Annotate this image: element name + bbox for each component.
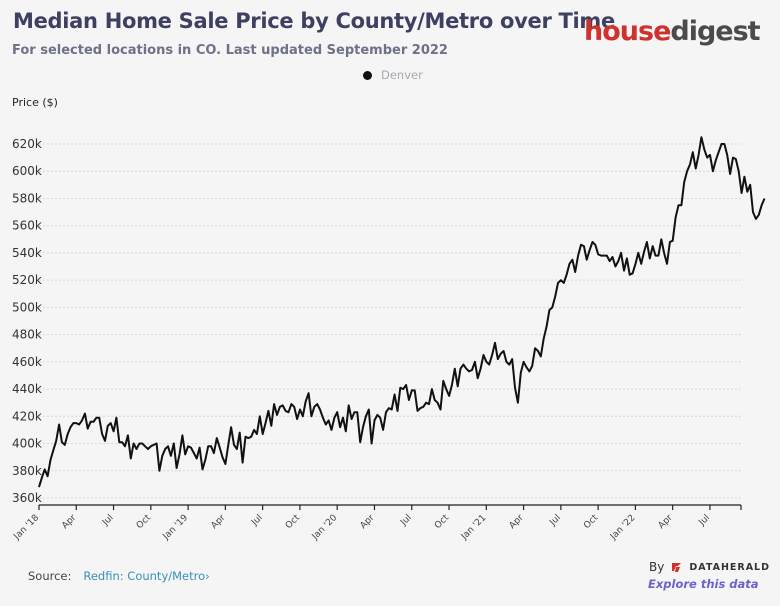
x-tick-label: Jul	[249, 513, 264, 528]
y-tick-label: 440k	[12, 382, 42, 396]
y-tick-label: 400k	[12, 437, 42, 451]
x-tick-label: Apr	[508, 513, 526, 531]
source-line: Source: Redfin: County/Metro›	[28, 569, 210, 583]
y-tick-label: 420k	[12, 409, 42, 423]
x-tick-label: Jul	[100, 513, 115, 528]
source-link-text: Redfin: County/Metro	[83, 569, 206, 583]
by-label: By	[649, 560, 665, 574]
x-tick-label: Jan '18	[12, 513, 42, 543]
y-axis-label: Price ($)	[12, 96, 58, 109]
y-tick-label: 540k	[12, 246, 42, 260]
legend-label-denver: Denver	[381, 68, 423, 82]
y-tick-label: 600k	[12, 164, 42, 178]
x-tick-label: Jan '20	[310, 513, 340, 543]
y-tick-label: 360k	[12, 491, 42, 505]
x-tick-label: Jan '21	[459, 513, 488, 542]
x-tick-label: Oct	[284, 513, 302, 531]
chart-subtitle: For selected locations in CO. Last updat…	[12, 43, 448, 58]
x-tick-label: Jan '19	[161, 513, 191, 543]
legend-marker-denver	[363, 70, 372, 80]
y-tick-label: 620k	[12, 137, 42, 151]
explore-data-link[interactable]: Explore this data	[648, 577, 759, 591]
x-tick-label: Apr	[209, 513, 227, 531]
series-lines	[38, 136, 766, 488]
chart-title: Median Home Sale Price by County/Metro o…	[13, 9, 615, 33]
x-tick-label: Jan '22	[608, 513, 637, 542]
dataherald-logo-icon	[672, 563, 682, 572]
x-axis: Jan '18 Apr Jul Oct Jan '19 Apr Jul Oct Jan '20 A…	[12, 504, 742, 543]
y-tick-label: 500k	[12, 300, 42, 314]
legend[interactable]: Denver	[363, 68, 423, 82]
housedigest-logo[interactable]: house digest	[584, 16, 761, 47]
attribution: By DATAHERALD	[649, 560, 770, 574]
gridlines	[39, 143, 741, 499]
y-tick-label: 460k	[12, 355, 42, 369]
x-tick-label: Apr	[60, 513, 78, 531]
series-line-denver	[38, 136, 766, 488]
dataherald-brand: DATAHERALD	[689, 561, 770, 573]
x-tick-label: Jul	[548, 513, 563, 528]
x-tick-label: Jul	[697, 513, 712, 528]
x-tick-label: Apr	[359, 513, 377, 531]
logo-digest-label: digest	[670, 16, 760, 47]
logo-text-digest: digest	[670, 16, 760, 47]
logo-text-house: house	[584, 16, 671, 47]
source-label: Source:	[28, 569, 72, 583]
x-tick-label: Oct	[433, 513, 451, 531]
source-link[interactable]: Redfin: County/Metro›	[83, 569, 209, 583]
y-tick-label: 380k	[12, 464, 42, 478]
x-tick-label: Apr	[657, 513, 675, 531]
y-tick-label: 520k	[12, 273, 42, 287]
chevron-right-icon: ›	[205, 569, 210, 583]
x-tick-label: Jul	[398, 513, 413, 528]
y-tick-label: 560k	[12, 219, 42, 233]
x-tick-label: Oct	[135, 513, 153, 531]
y-tick-label: 580k	[12, 191, 42, 205]
x-tick-label: Oct	[582, 513, 600, 531]
y-axis-ticks: 360k 380k 400k 420k 440k 460k 480k 500k 520k 540k…	[12, 137, 42, 505]
y-tick-label: 480k	[12, 328, 42, 342]
